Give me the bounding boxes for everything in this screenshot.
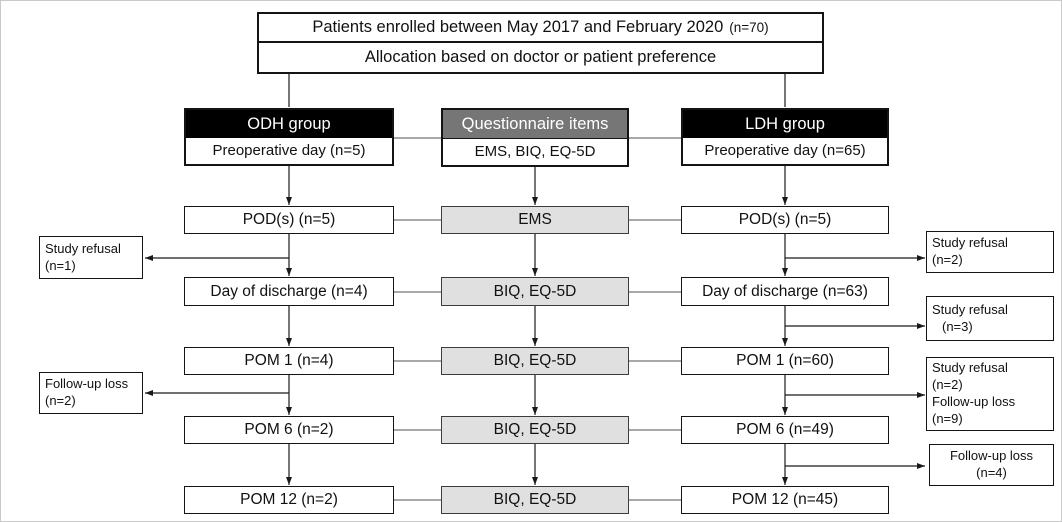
ldh-group-box: LDH group Preoperative day (n=65) xyxy=(681,108,889,166)
dropout-count: (n=2) xyxy=(45,393,76,408)
ldh-pom12-box: POM 12 (n=45) xyxy=(681,486,889,514)
ldh-followup-loss-box: Follow-up loss (n=4) xyxy=(929,444,1054,486)
column-link-lines xyxy=(394,137,681,501)
dropout-count: (n=1) xyxy=(45,257,76,273)
odh-pom12-box: POM 12 (n=2) xyxy=(184,486,394,514)
odh-study-refusal-box: Study refusal (n=1) xyxy=(39,236,143,279)
ldh-pom1-box: POM 1 (n=60) xyxy=(681,347,889,375)
side-branch-arrows xyxy=(145,255,925,469)
questionnaire-biq-box-1: BIQ, EQ-5D xyxy=(441,277,629,306)
questionnaire-header: Questionnaire items xyxy=(443,110,627,139)
dropout-label: Study refusal xyxy=(45,240,121,256)
dropout-count: (n=4) xyxy=(976,465,1007,480)
dropout-count: (n=9) xyxy=(932,410,963,426)
ldh-study-refusal-box-1: Study refusal (n=2) xyxy=(926,231,1054,273)
odh-pom1-box: POM 1 (n=4) xyxy=(184,347,394,375)
dropout-count: (n=2) xyxy=(932,252,963,267)
dropout-label: Study refusal xyxy=(932,235,1008,251)
odh-group-header: ODH group xyxy=(186,110,392,138)
enrollment-text: Patients enrolled between May 2017 and F… xyxy=(312,18,724,37)
dropout-label: Follow-up loss xyxy=(932,394,1016,409)
vertical-flow-lines xyxy=(286,68,788,485)
odh-pod-box: POD(s) (n=5) xyxy=(184,206,394,234)
ldh-refusal-and-followup-box: Study refusal (n=2) Follow-up loss (n=9) xyxy=(926,357,1054,431)
ldh-preoperative-box: Preoperative day (n=65) xyxy=(683,138,887,164)
dropout-count: (n=2) xyxy=(932,377,963,393)
enrollment-count: (n=70) xyxy=(729,19,769,35)
odh-preoperative-box: Preoperative day (n=5) xyxy=(186,138,392,164)
ldh-pom6-box: POM 6 (n=49) xyxy=(681,416,889,444)
odh-pom6-box: POM 6 (n=2) xyxy=(184,416,394,444)
ldh-study-refusal-box-2: Study refusal (n=3) xyxy=(926,296,1054,341)
odh-group-box: ODH group Preoperative day (n=5) xyxy=(184,108,394,166)
ldh-pod-box: POD(s) (n=5) xyxy=(681,206,889,234)
allocation-row: Allocation based on doctor or patient pr… xyxy=(259,41,822,72)
dropout-count: (n=3) xyxy=(942,318,973,334)
questionnaire-ems-box: EMS xyxy=(441,206,629,234)
dropout-label: Follow-up loss xyxy=(45,376,129,392)
enrollment-allocation-box: Patients enrolled between May 2017 and F… xyxy=(257,12,824,74)
odh-followup-loss-box: Follow-up loss (n=2) xyxy=(39,372,143,414)
questionnaire-biq-box-2: BIQ, EQ-5D xyxy=(441,347,629,375)
odh-discharge-box: Day of discharge (n=4) xyxy=(184,277,394,306)
dropout-label: Study refusal xyxy=(932,301,1008,317)
allocation-text: Allocation based on doctor or patient pr… xyxy=(364,48,717,67)
ldh-group-header: LDH group xyxy=(683,110,887,138)
questionnaire-items-list: EMS, BIQ, EQ-5D xyxy=(443,139,627,165)
enrollment-row: Patients enrolled between May 2017 and F… xyxy=(259,14,822,41)
ldh-discharge-box: Day of discharge (n=63) xyxy=(681,277,889,306)
questionnaire-biq-box-3: BIQ, EQ-5D xyxy=(441,416,629,444)
dropout-label: Follow-up loss xyxy=(949,448,1034,464)
questionnaire-box: Questionnaire items EMS, BIQ, EQ-5D xyxy=(441,108,629,167)
questionnaire-biq-box-4: BIQ, EQ-5D xyxy=(441,486,629,514)
dropout-label: Study refusal xyxy=(932,360,1008,376)
